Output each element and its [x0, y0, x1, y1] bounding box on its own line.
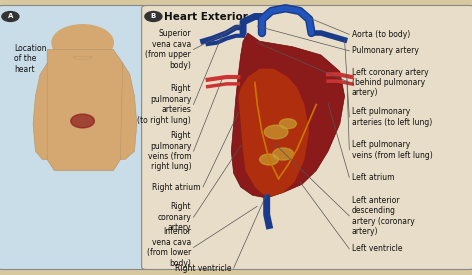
Text: B: B	[151, 13, 156, 20]
Polygon shape	[120, 63, 137, 160]
Text: Right ventricle: Right ventricle	[175, 264, 231, 273]
Text: Left coronary artery
(behind pulmonary
artery): Left coronary artery (behind pulmonary a…	[352, 68, 428, 97]
Text: Location
of the
heart: Location of the heart	[14, 44, 47, 74]
Text: Left ventricle: Left ventricle	[352, 244, 402, 253]
FancyBboxPatch shape	[142, 6, 472, 270]
Polygon shape	[42, 50, 127, 170]
Text: Pulmonary artery: Pulmonary artery	[352, 46, 419, 55]
Polygon shape	[231, 33, 345, 198]
Text: Heart Exterior: Heart Exterior	[164, 12, 248, 21]
FancyBboxPatch shape	[0, 6, 149, 270]
Circle shape	[273, 148, 294, 160]
Text: Right
pulmonary
veins (from
right lung): Right pulmonary veins (from right lung)	[148, 131, 191, 171]
Circle shape	[264, 125, 288, 139]
Circle shape	[260, 154, 278, 165]
Circle shape	[279, 119, 296, 129]
Text: A: A	[8, 13, 13, 20]
Polygon shape	[238, 69, 309, 198]
Polygon shape	[73, 56, 92, 59]
Text: Right
coronary
artery: Right coronary artery	[157, 202, 191, 232]
Text: Left pulmonary
arteries (to left lung): Left pulmonary arteries (to left lung)	[352, 107, 432, 126]
Text: Left anterior
descending
artery (coronary
artery): Left anterior descending artery (coronar…	[352, 196, 414, 236]
Circle shape	[52, 25, 113, 60]
Text: Aorta (to body): Aorta (to body)	[352, 30, 410, 39]
Text: Left atrium: Left atrium	[352, 173, 394, 182]
Circle shape	[2, 12, 19, 21]
Text: Inferior
vena cava
(from lower
body): Inferior vena cava (from lower body)	[147, 227, 191, 268]
Polygon shape	[33, 63, 47, 160]
Circle shape	[71, 114, 94, 128]
Text: Right atrium: Right atrium	[152, 183, 201, 191]
Circle shape	[145, 12, 162, 21]
Text: Superior
vena cava
(from upper
body): Superior vena cava (from upper body)	[145, 29, 191, 70]
Text: Left pulmonary
veins (from left lung): Left pulmonary veins (from left lung)	[352, 140, 432, 160]
Text: Right
pulmonary
arteries
(to right lung): Right pulmonary arteries (to right lung)	[137, 84, 191, 125]
